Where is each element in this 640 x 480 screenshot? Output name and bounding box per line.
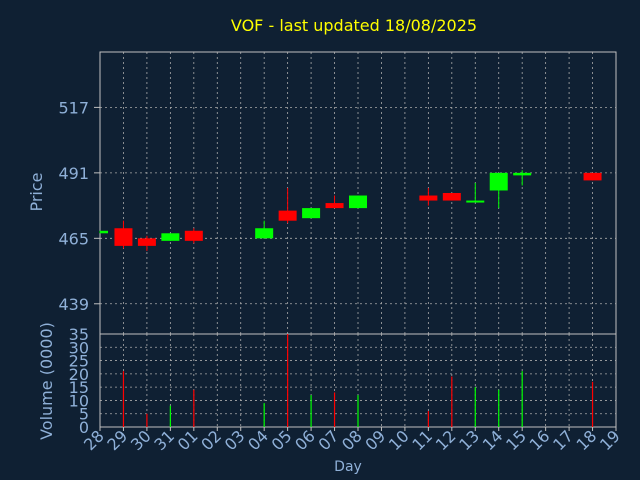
candle-down: [137, 238, 156, 246]
candle-up: [489, 172, 508, 191]
candle-up: [161, 233, 180, 241]
candle-down: [114, 228, 133, 246]
candle-down: [184, 230, 203, 241]
price-tick-label: 491: [58, 164, 89, 183]
volume-axis-label: Volume (0000): [37, 322, 56, 440]
price-tick-label: 465: [58, 229, 89, 248]
volume-tick-label: 15: [69, 378, 89, 397]
price-axis-label: Price: [27, 172, 46, 211]
volume-tick-label: 20: [69, 365, 89, 384]
candle-down: [278, 210, 297, 221]
price-tick-label: 517: [58, 98, 89, 117]
volume-tick-label: 30: [69, 338, 89, 357]
volume-tick-label: 35: [69, 325, 89, 344]
candle-down: [325, 203, 344, 209]
candle-up: [513, 172, 532, 176]
volume-tick-label: 5: [79, 405, 89, 424]
candle-up: [100, 230, 108, 234]
candle-up: [302, 208, 321, 219]
price-tick-label: 439: [58, 295, 89, 314]
chart-title: VOF - last updated 18/08/2025: [231, 16, 477, 35]
x-axis-ticks: 2829303101020304050607080910111213141516…: [80, 426, 624, 454]
candle-up: [349, 195, 367, 209]
volume-tick-label: 0: [79, 418, 89, 437]
candle-up: [255, 228, 274, 239]
candle-up: [466, 200, 485, 203]
x-axis-label: Day: [334, 459, 362, 475]
volume-tick-label: 25: [69, 352, 89, 371]
volume-tick-label: 10: [69, 391, 89, 410]
price-panel: 439 465 491 517: [58, 51, 617, 335]
candle-down: [419, 195, 438, 201]
candle-down: [583, 172, 602, 181]
candle-down: [442, 193, 461, 201]
